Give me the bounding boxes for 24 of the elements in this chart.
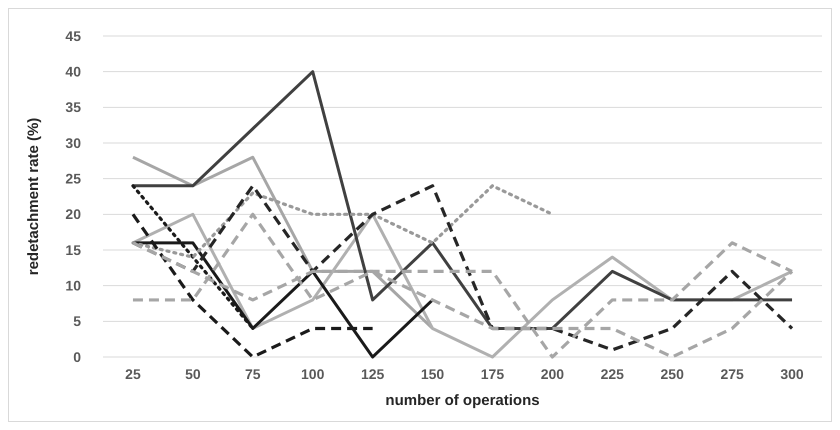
y-tick-label: 20 <box>65 206 82 222</box>
y-tick-label: 15 <box>65 242 82 258</box>
y-tick-label: 35 <box>65 99 82 116</box>
x-tick-label: 75 <box>245 366 261 382</box>
y-tick-label: 5 <box>73 313 82 330</box>
y-tick-label: 40 <box>65 64 82 80</box>
x-tick-label: 50 <box>185 366 201 382</box>
y-tick-label: 10 <box>65 278 82 294</box>
x-axis-title: number of operations <box>385 392 540 409</box>
x-tick-label: 125 <box>360 366 385 382</box>
x-tick-label: 100 <box>301 366 325 382</box>
y-tick-label: 25 <box>65 170 82 187</box>
x-tick-label: 300 <box>780 366 804 382</box>
x-tick-label: 250 <box>660 366 684 382</box>
x-tick-label: 175 <box>480 366 504 382</box>
x-tick-label: 225 <box>600 366 624 382</box>
y-axis-title: redetachment rate (%) <box>25 118 42 276</box>
y-tick-label: 30 <box>65 134 82 151</box>
x-tick-label: 275 <box>720 366 744 382</box>
x-tick-label: 150 <box>420 366 444 382</box>
y-tick-label: 45 <box>65 28 82 44</box>
y-tick-label: 0 <box>73 348 82 365</box>
x-tick-label: 25 <box>125 366 141 382</box>
x-tick-label: 200 <box>540 366 564 382</box>
